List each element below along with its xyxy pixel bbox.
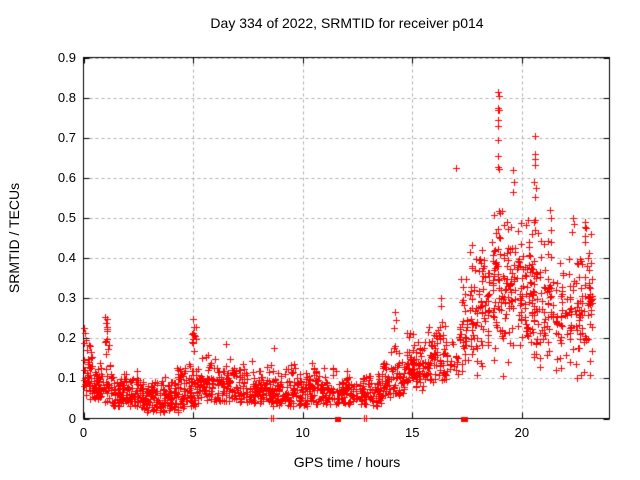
y-tick-label: 0.7 (57, 129, 76, 145)
y-tick-label: 0.3 (57, 290, 76, 306)
y-tick-label: 0.1 (57, 370, 76, 386)
y-tick-label: 0.9 (57, 49, 76, 65)
x-tick-label: 20 (514, 425, 530, 440)
y-tick-label: 0 (68, 410, 76, 426)
x-tick-label: 5 (189, 425, 197, 440)
y-tick-label: 0.6 (57, 169, 76, 185)
y-tick-label: 0.4 (57, 250, 76, 266)
x-tick-label: 15 (405, 425, 420, 440)
y-tick-label: 0.8 (57, 89, 76, 105)
chart-title: Day 334 of 2022, SRMTID for receiver p01… (210, 15, 484, 31)
x-axis-label: GPS time / hours (293, 454, 401, 470)
y-tick-label: 0.5 (57, 209, 76, 225)
x-tick-label: 0 (79, 425, 88, 440)
x-tick-label: 10 (295, 425, 310, 440)
y-tick-label: 0.2 (57, 330, 76, 346)
y-axis-label: SRMTID / TECUs (6, 182, 22, 294)
